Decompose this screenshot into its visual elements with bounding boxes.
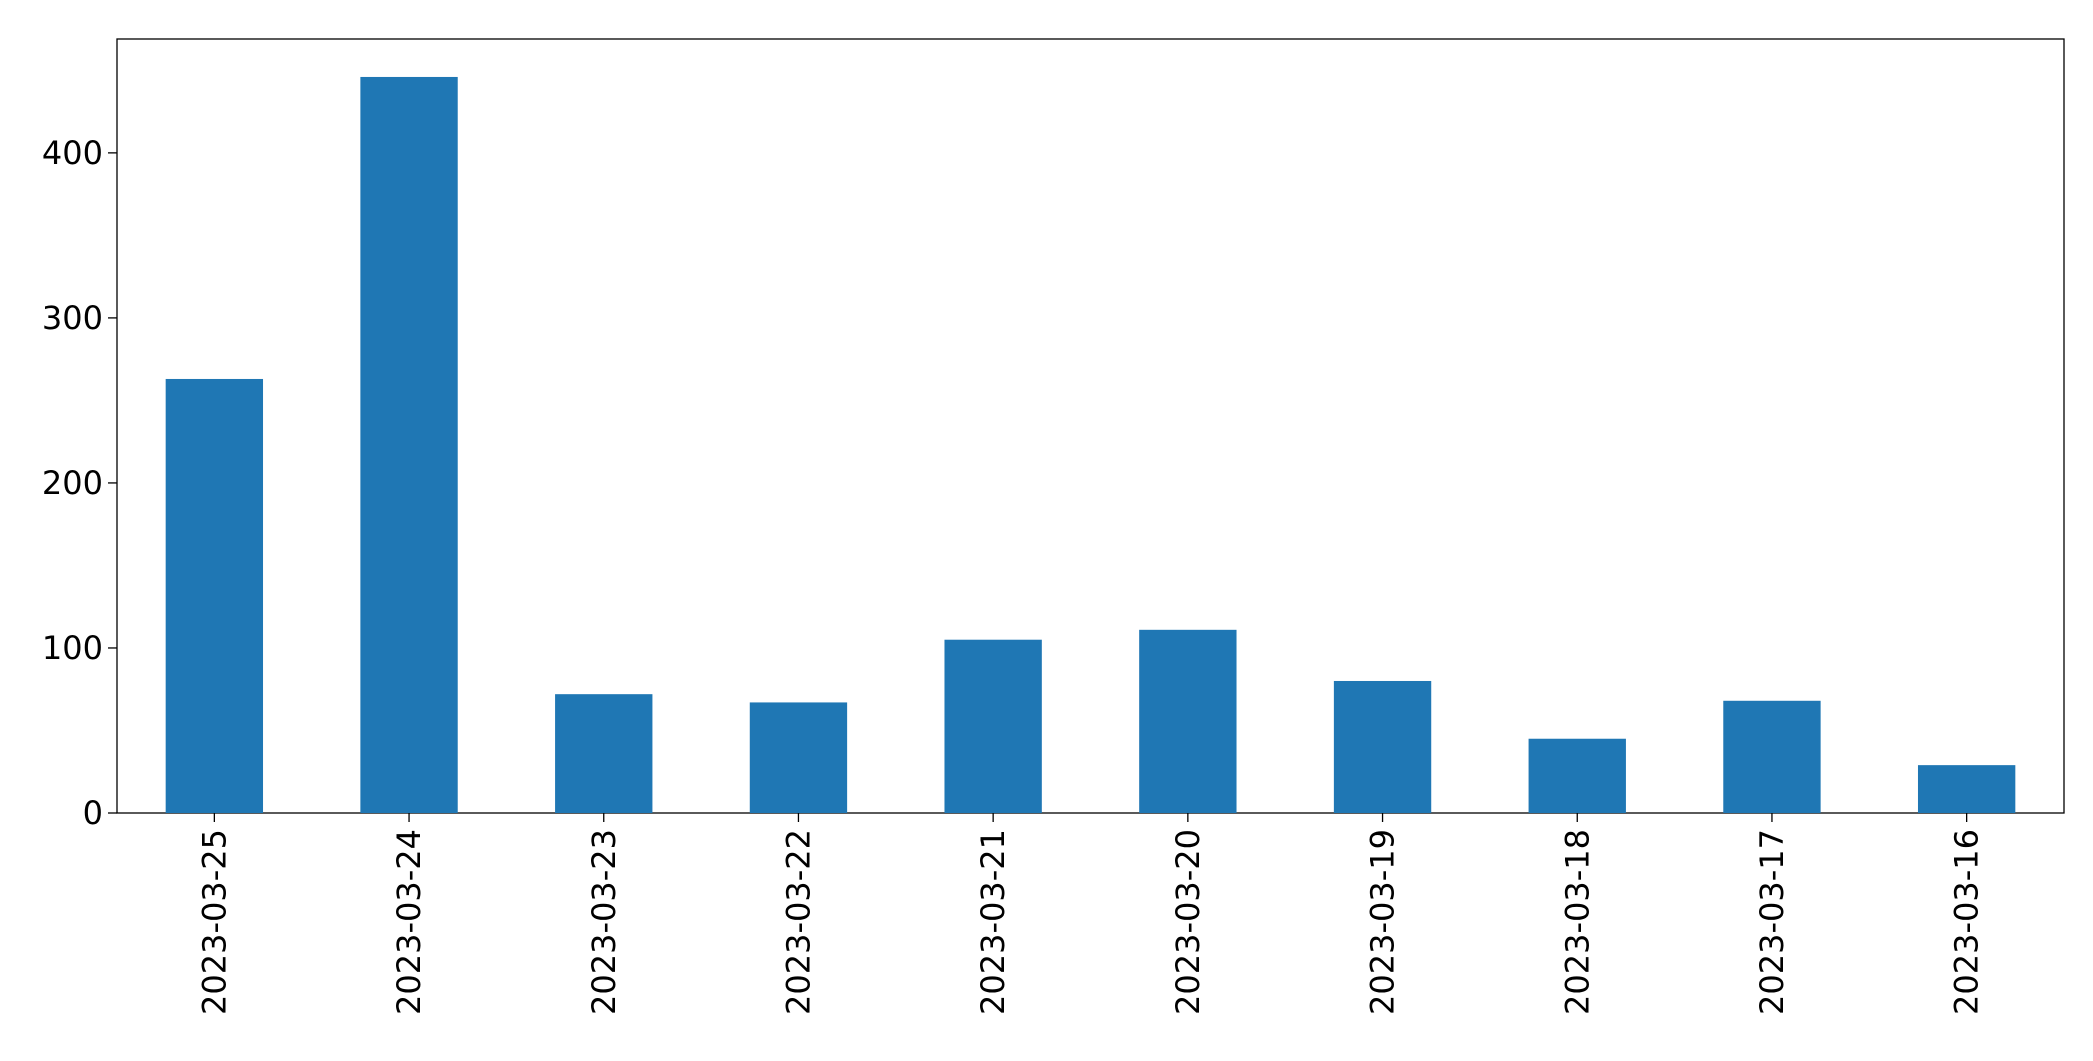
x-tick-label: 2023-03-22: [779, 829, 817, 1015]
bar: [1139, 629, 1237, 813]
y-tick-label: 100: [42, 629, 103, 667]
y-tick-label: 0: [83, 794, 103, 832]
x-tick-label: 2023-03-16: [1948, 829, 1986, 1015]
bar: [1528, 738, 1626, 813]
bar: [1333, 680, 1432, 813]
x-tick-label: 2023-03-19: [1364, 829, 1402, 1015]
bar: [360, 76, 458, 814]
bar: [1723, 700, 1821, 813]
bar: [749, 702, 848, 813]
x-tick-label: 2023-03-21: [974, 829, 1012, 1015]
x-tick-label: 2023-03-17: [1753, 829, 1791, 1015]
plot-frame: [116, 38, 2065, 814]
x-tick-label: 2023-03-24: [390, 829, 428, 1015]
bar: [555, 694, 653, 813]
y-tick-label: 300: [42, 299, 103, 337]
bar: [944, 639, 1042, 813]
bar: [1917, 765, 2016, 813]
y-tick-label: 200: [42, 464, 103, 502]
x-tick-label: 2023-03-18: [1558, 829, 1596, 1015]
bar: [165, 378, 264, 813]
x-tick-label: 2023-03-25: [195, 829, 233, 1015]
x-tick-label: 2023-03-23: [585, 829, 623, 1015]
x-tick-label: 2023-03-20: [1169, 829, 1207, 1015]
y-tick-label: 400: [42, 134, 103, 172]
